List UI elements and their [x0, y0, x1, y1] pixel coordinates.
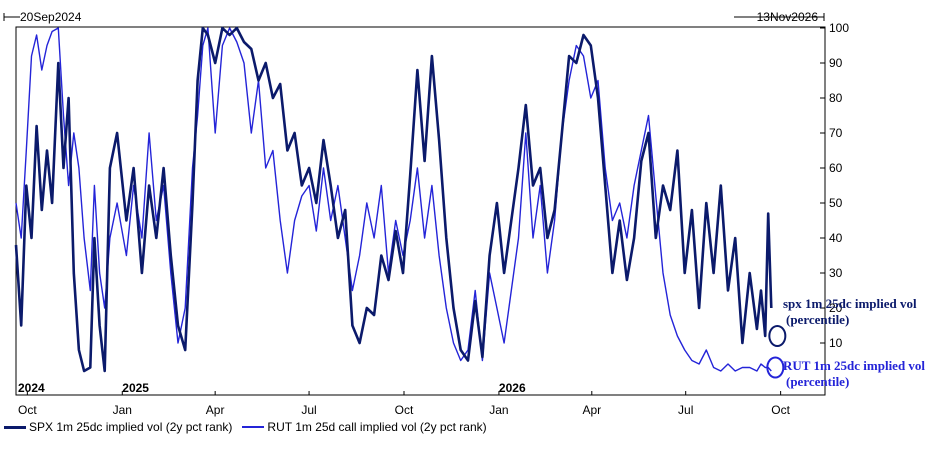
y-tick-label-20: 20	[829, 301, 843, 315]
x-tick-label-2: Apr	[206, 403, 225, 417]
range-end-label: 13Nov2026	[757, 10, 819, 24]
x-tick-label-1: Jan	[113, 403, 132, 417]
annotation-label-0-line-1: (percentile)	[786, 312, 849, 327]
x-tick-label-6: Apr	[582, 403, 601, 417]
annotation-layer: spx 1m 25dc implied vol(percentile)RUT 1…	[766, 296, 925, 389]
annotation-label-1-line-1: (percentile)	[786, 374, 849, 389]
x-tick-label-4: Oct	[395, 403, 414, 417]
annotation-circle-0	[768, 325, 787, 347]
y-tick-label-40: 40	[829, 231, 843, 245]
x-tick-label-7: Jul	[678, 403, 693, 417]
year-label-2024: 2024	[18, 381, 45, 395]
series-line-rut	[15, 27, 772, 372]
y-tick-label-10: 10	[829, 336, 843, 350]
range-start-label: 20Sep2024	[20, 10, 82, 24]
y-axis: 10 20 30 40 50 60 70 80 90 100	[820, 21, 849, 350]
legend: SPX 1m 25dc implied vol (2y pct rank) RU…	[4, 420, 487, 434]
legend-label-rut: RUT 1m 25d call implied vol (2y pct rank…	[267, 420, 487, 434]
legend-swatch-rut	[242, 426, 265, 428]
x-axis: Oct Jan Apr Jul Oct Jan Apr Jul Oct	[18, 391, 791, 417]
plot-frame	[15, 26, 826, 396]
annotation-label-0-line-0: spx 1m 25dc implied vol	[783, 296, 917, 311]
y-tick-label-80: 80	[829, 91, 843, 105]
legend-label-spx: SPX 1m 25dc implied vol (2y pct rank)	[29, 420, 233, 434]
y-tick-label-90: 90	[829, 56, 843, 70]
annotation-label-1-line-0: RUT 1m 25dc implied vol	[783, 358, 925, 373]
legend-item-rut: RUT 1m 25d call implied vol (2y pct rank…	[242, 420, 487, 434]
y-tick-label-70: 70	[829, 126, 843, 140]
year-label-2025: 2025	[122, 381, 149, 395]
y-tick-label-100: 100	[829, 21, 849, 35]
x-tick-label-0: Oct	[18, 403, 37, 417]
x-tick-label-3: Jul	[301, 403, 316, 417]
year-labels: 2024 2025 2026	[18, 381, 526, 395]
x-tick-label-8: Oct	[771, 403, 790, 417]
series-line-spx	[14, 26, 773, 373]
y-tick-label-60: 60	[829, 161, 843, 175]
legend-swatch-spx	[4, 425, 26, 429]
series-layer	[14, 26, 773, 373]
legend-item-spx: SPX 1m 25dc implied vol (2y pct rank)	[4, 420, 232, 434]
annotation-circle-1	[766, 356, 785, 379]
y-tick-label-50: 50	[829, 196, 843, 210]
y-tick-label-30: 30	[829, 266, 843, 280]
year-label-2026: 2026	[499, 381, 526, 395]
x-tick-label-5: Jan	[489, 403, 508, 417]
